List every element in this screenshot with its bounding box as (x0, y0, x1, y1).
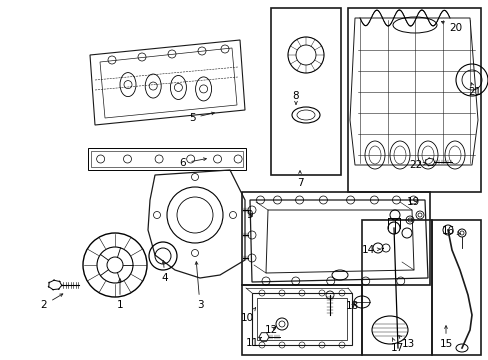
Text: 15: 15 (439, 326, 452, 349)
Text: 8: 8 (292, 91, 299, 104)
Text: 6: 6 (179, 158, 206, 168)
Text: 22: 22 (408, 160, 425, 170)
Bar (242, 192, 429, 285)
Text: 3: 3 (195, 262, 203, 310)
Text: 2: 2 (41, 294, 62, 310)
Text: 17: 17 (389, 338, 403, 353)
Text: 14: 14 (361, 245, 380, 255)
Bar (257, 298, 346, 340)
Bar (91, 151, 243, 167)
Text: 16: 16 (441, 226, 459, 236)
Text: 21: 21 (468, 83, 481, 97)
Text: 5: 5 (188, 112, 214, 123)
Text: 11: 11 (245, 337, 261, 348)
Text: 9: 9 (246, 210, 253, 220)
Bar (88, 148, 245, 170)
Text: 18: 18 (345, 301, 358, 311)
Bar (347, 8, 480, 192)
Text: 19: 19 (406, 197, 419, 207)
Bar (270, 8, 340, 175)
Text: 1: 1 (117, 279, 123, 310)
Text: 10: 10 (240, 308, 255, 323)
Text: 12: 12 (264, 325, 277, 335)
Text: 13: 13 (398, 336, 414, 349)
Text: 20: 20 (441, 21, 462, 33)
Bar (431, 220, 480, 355)
Bar (361, 220, 431, 355)
Text: 7: 7 (296, 171, 303, 188)
Text: 4: 4 (162, 261, 168, 283)
Bar (242, 285, 361, 355)
